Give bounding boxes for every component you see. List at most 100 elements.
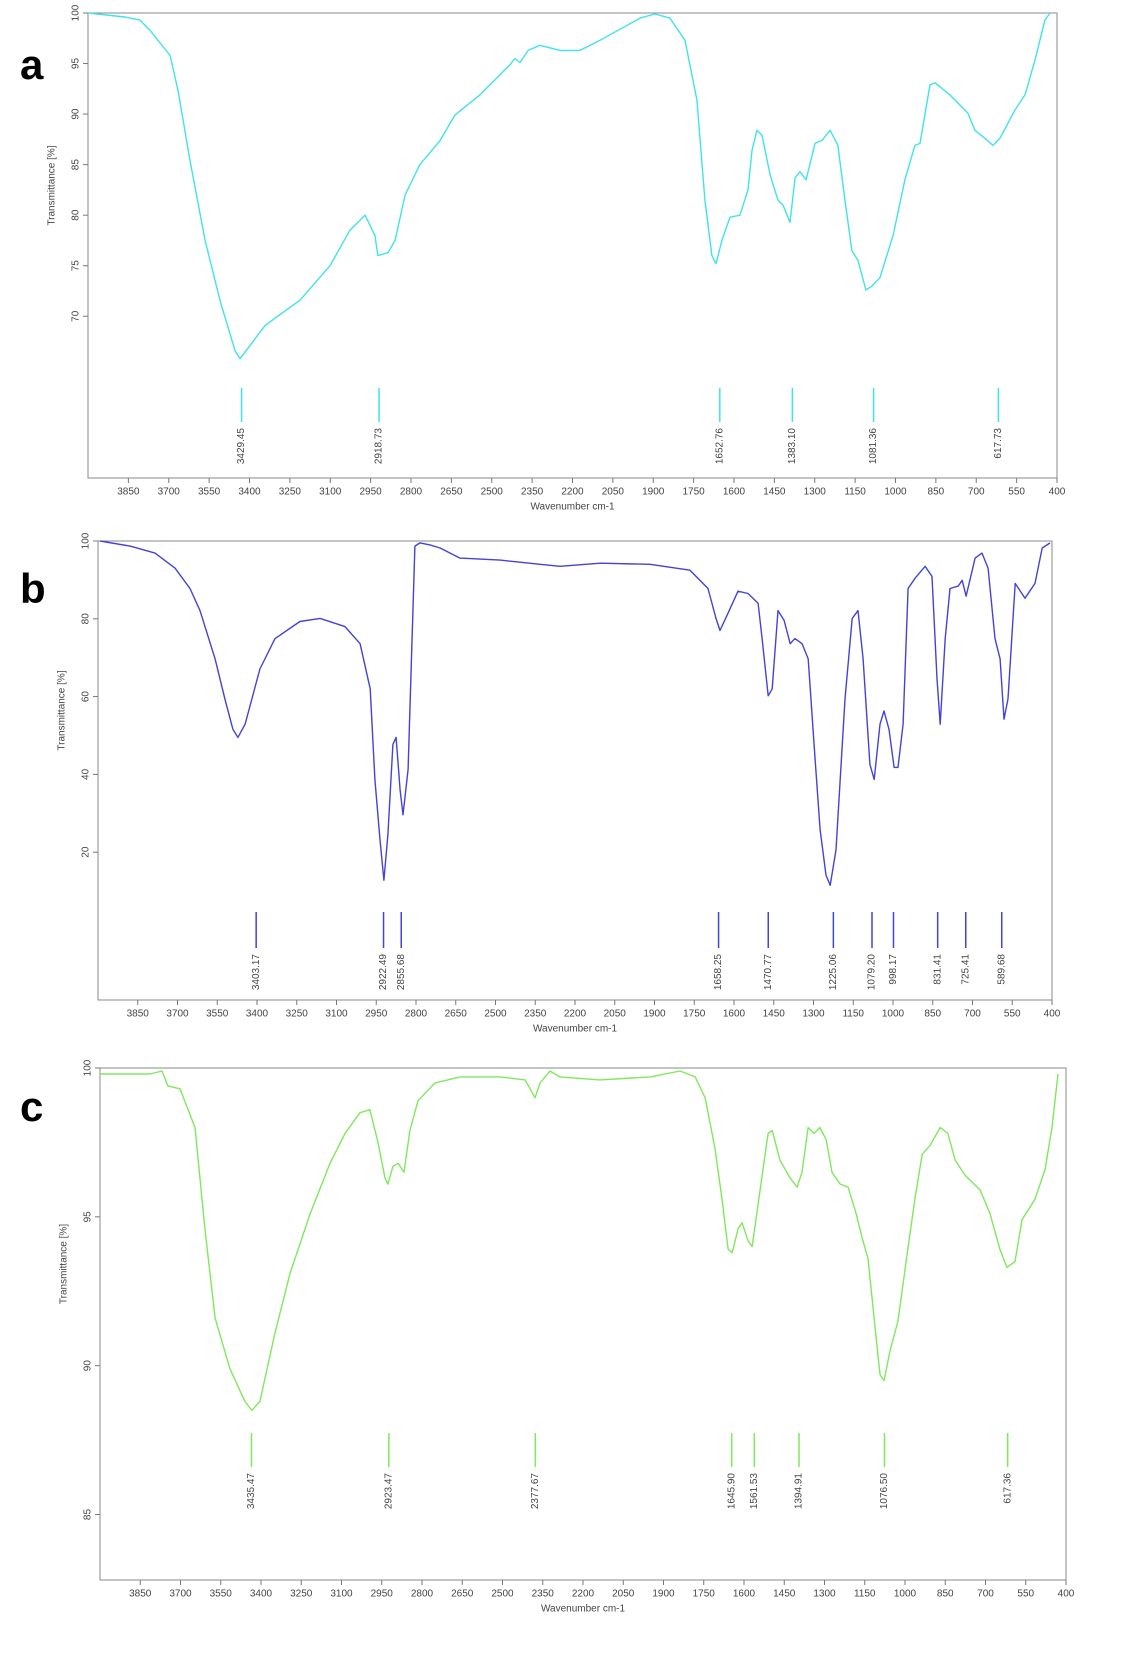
x-tick-label: 700 [968, 487, 985, 498]
x-tick-label: 550 [1017, 1589, 1034, 1600]
x-tick-label: 2650 [451, 1589, 474, 1600]
x-tick-label: 850 [937, 1589, 954, 1600]
y-tick-label: 95 [71, 58, 82, 70]
x-tick-label: 2650 [445, 1009, 468, 1020]
peak-label: 1652.76 [714, 428, 725, 465]
x-tick-label: 3700 [169, 1589, 192, 1600]
x-tick-label: 1600 [723, 487, 746, 498]
x-tick-label: 3100 [330, 1589, 353, 1600]
panel-label: a [20, 41, 44, 88]
x-tick-label: 1300 [802, 1009, 825, 1020]
y-tick-label: 90 [71, 108, 82, 120]
x-tick-label: 2950 [365, 1009, 388, 1020]
x-tick-label: 2800 [411, 1589, 434, 1600]
x-tick-label: 2200 [561, 487, 584, 498]
x-tick-label: 1000 [884, 487, 907, 498]
peak-label: 3403.17 [251, 954, 262, 991]
x-tick-label: 2350 [524, 1009, 547, 1020]
y-tick-label: 75 [71, 260, 82, 272]
panel-label: c [20, 1083, 43, 1130]
y-tick-label: 100 [83, 1059, 94, 1076]
x-tick-label: 2200 [564, 1009, 587, 1020]
y-tick-label: 100 [81, 532, 92, 549]
plot-frame [87, 12, 1058, 479]
x-tick-label: 3400 [250, 1589, 273, 1600]
x-tick-label: 3550 [210, 1589, 233, 1600]
x-tick-label: 1450 [763, 1009, 786, 1020]
x-tick-label: 2500 [491, 1589, 514, 1600]
y-tick-label: 70 [71, 310, 82, 322]
peak-label: 1383.10 [787, 428, 798, 465]
x-axis-title: Wavenumber cm-1 [533, 1024, 618, 1035]
x-tick-label: 2050 [604, 1009, 627, 1020]
spectrum-line [100, 1070, 1059, 1411]
x-tick-label: 2950 [360, 487, 383, 498]
x-tick-label: 1900 [642, 487, 665, 498]
plot-frame [97, 540, 1053, 1001]
x-tick-label: 3400 [246, 1009, 269, 1020]
x-tick-label: 3400 [238, 487, 261, 498]
x-tick-label: 3550 [198, 487, 221, 498]
peak-label: 1081.36 [868, 428, 879, 465]
x-tick-label: 2650 [440, 487, 463, 498]
x-tick-label: 1450 [773, 1589, 796, 1600]
spectrum-line [87, 12, 1051, 360]
x-tick-label: 1750 [683, 1009, 706, 1020]
x-tick-label: 850 [928, 487, 945, 498]
x-tick-label: 1150 [854, 1589, 876, 1600]
peak-label: 617.73 [993, 428, 1004, 459]
peak-label: 2855.68 [396, 954, 407, 991]
y-tick-label: 80 [71, 209, 82, 221]
x-tick-label: 550 [1004, 1009, 1021, 1020]
peak-label: 725.41 [960, 954, 971, 985]
x-tick-label: 1150 [844, 487, 866, 498]
peak-label: 1079.20 [867, 954, 878, 991]
y-tick-label: 85 [71, 159, 82, 171]
x-tick-label: 2350 [521, 487, 544, 498]
peak-label: 1658.25 [713, 954, 724, 991]
peak-label: 998.17 [888, 954, 899, 985]
peak-label: 3429.45 [236, 428, 247, 465]
peak-label: 617.36 [1002, 1473, 1013, 1504]
peak-label: 3435.47 [246, 1473, 257, 1510]
x-tick-label: 1000 [882, 1009, 905, 1020]
y-tick-label: 20 [81, 846, 92, 858]
peak-label: 2377.67 [530, 1473, 541, 1510]
x-tick-label: 1900 [652, 1589, 675, 1600]
y-tick-label: 100 [71, 4, 82, 21]
y-tick-label: 95 [83, 1211, 94, 1223]
y-tick-label: 85 [83, 1509, 94, 1521]
x-tick-label: 400 [1049, 487, 1066, 498]
x-tick-label: 3250 [286, 1009, 309, 1020]
y-axis-title: Transmittance [%] [57, 670, 68, 750]
x-tick-label: 3700 [166, 1009, 189, 1020]
x-tick-label: 3250 [290, 1589, 313, 1600]
peak-label: 1470.77 [763, 954, 774, 991]
x-tick-label: 700 [964, 1009, 981, 1020]
y-axis-title: Transmittance [%] [59, 1224, 70, 1304]
peak-label: 1645.90 [726, 1473, 737, 1510]
x-tick-label: 2200 [572, 1589, 595, 1600]
x-tick-label: 1300 [804, 487, 827, 498]
peak-label: 2923.47 [384, 1473, 395, 1510]
x-tick-label: 2350 [532, 1589, 555, 1600]
x-tick-label: 550 [1008, 487, 1025, 498]
x-tick-label: 2050 [602, 487, 625, 498]
x-axis-title: Wavenumber cm-1 [530, 502, 615, 513]
x-tick-label: 3850 [127, 1009, 150, 1020]
x-tick-label: 2950 [371, 1589, 394, 1600]
plot-frame [99, 1067, 1067, 1581]
peak-label: 589.68 [996, 954, 1007, 985]
peak-label: 1394.91 [794, 1473, 805, 1510]
x-tick-label: 1300 [813, 1589, 836, 1600]
x-axis-title: Wavenumber cm-1 [541, 1604, 626, 1615]
x-tick-label: 1900 [643, 1009, 666, 1020]
y-tick-label: 40 [81, 768, 92, 780]
x-tick-label: 1750 [683, 487, 706, 498]
peak-label: 2922.49 [378, 954, 389, 991]
y-tick-label: 90 [83, 1360, 94, 1372]
peak-label: 831.41 [932, 954, 943, 985]
peak-label: 1076.50 [879, 1473, 890, 1510]
x-tick-label: 2800 [405, 1009, 428, 1020]
